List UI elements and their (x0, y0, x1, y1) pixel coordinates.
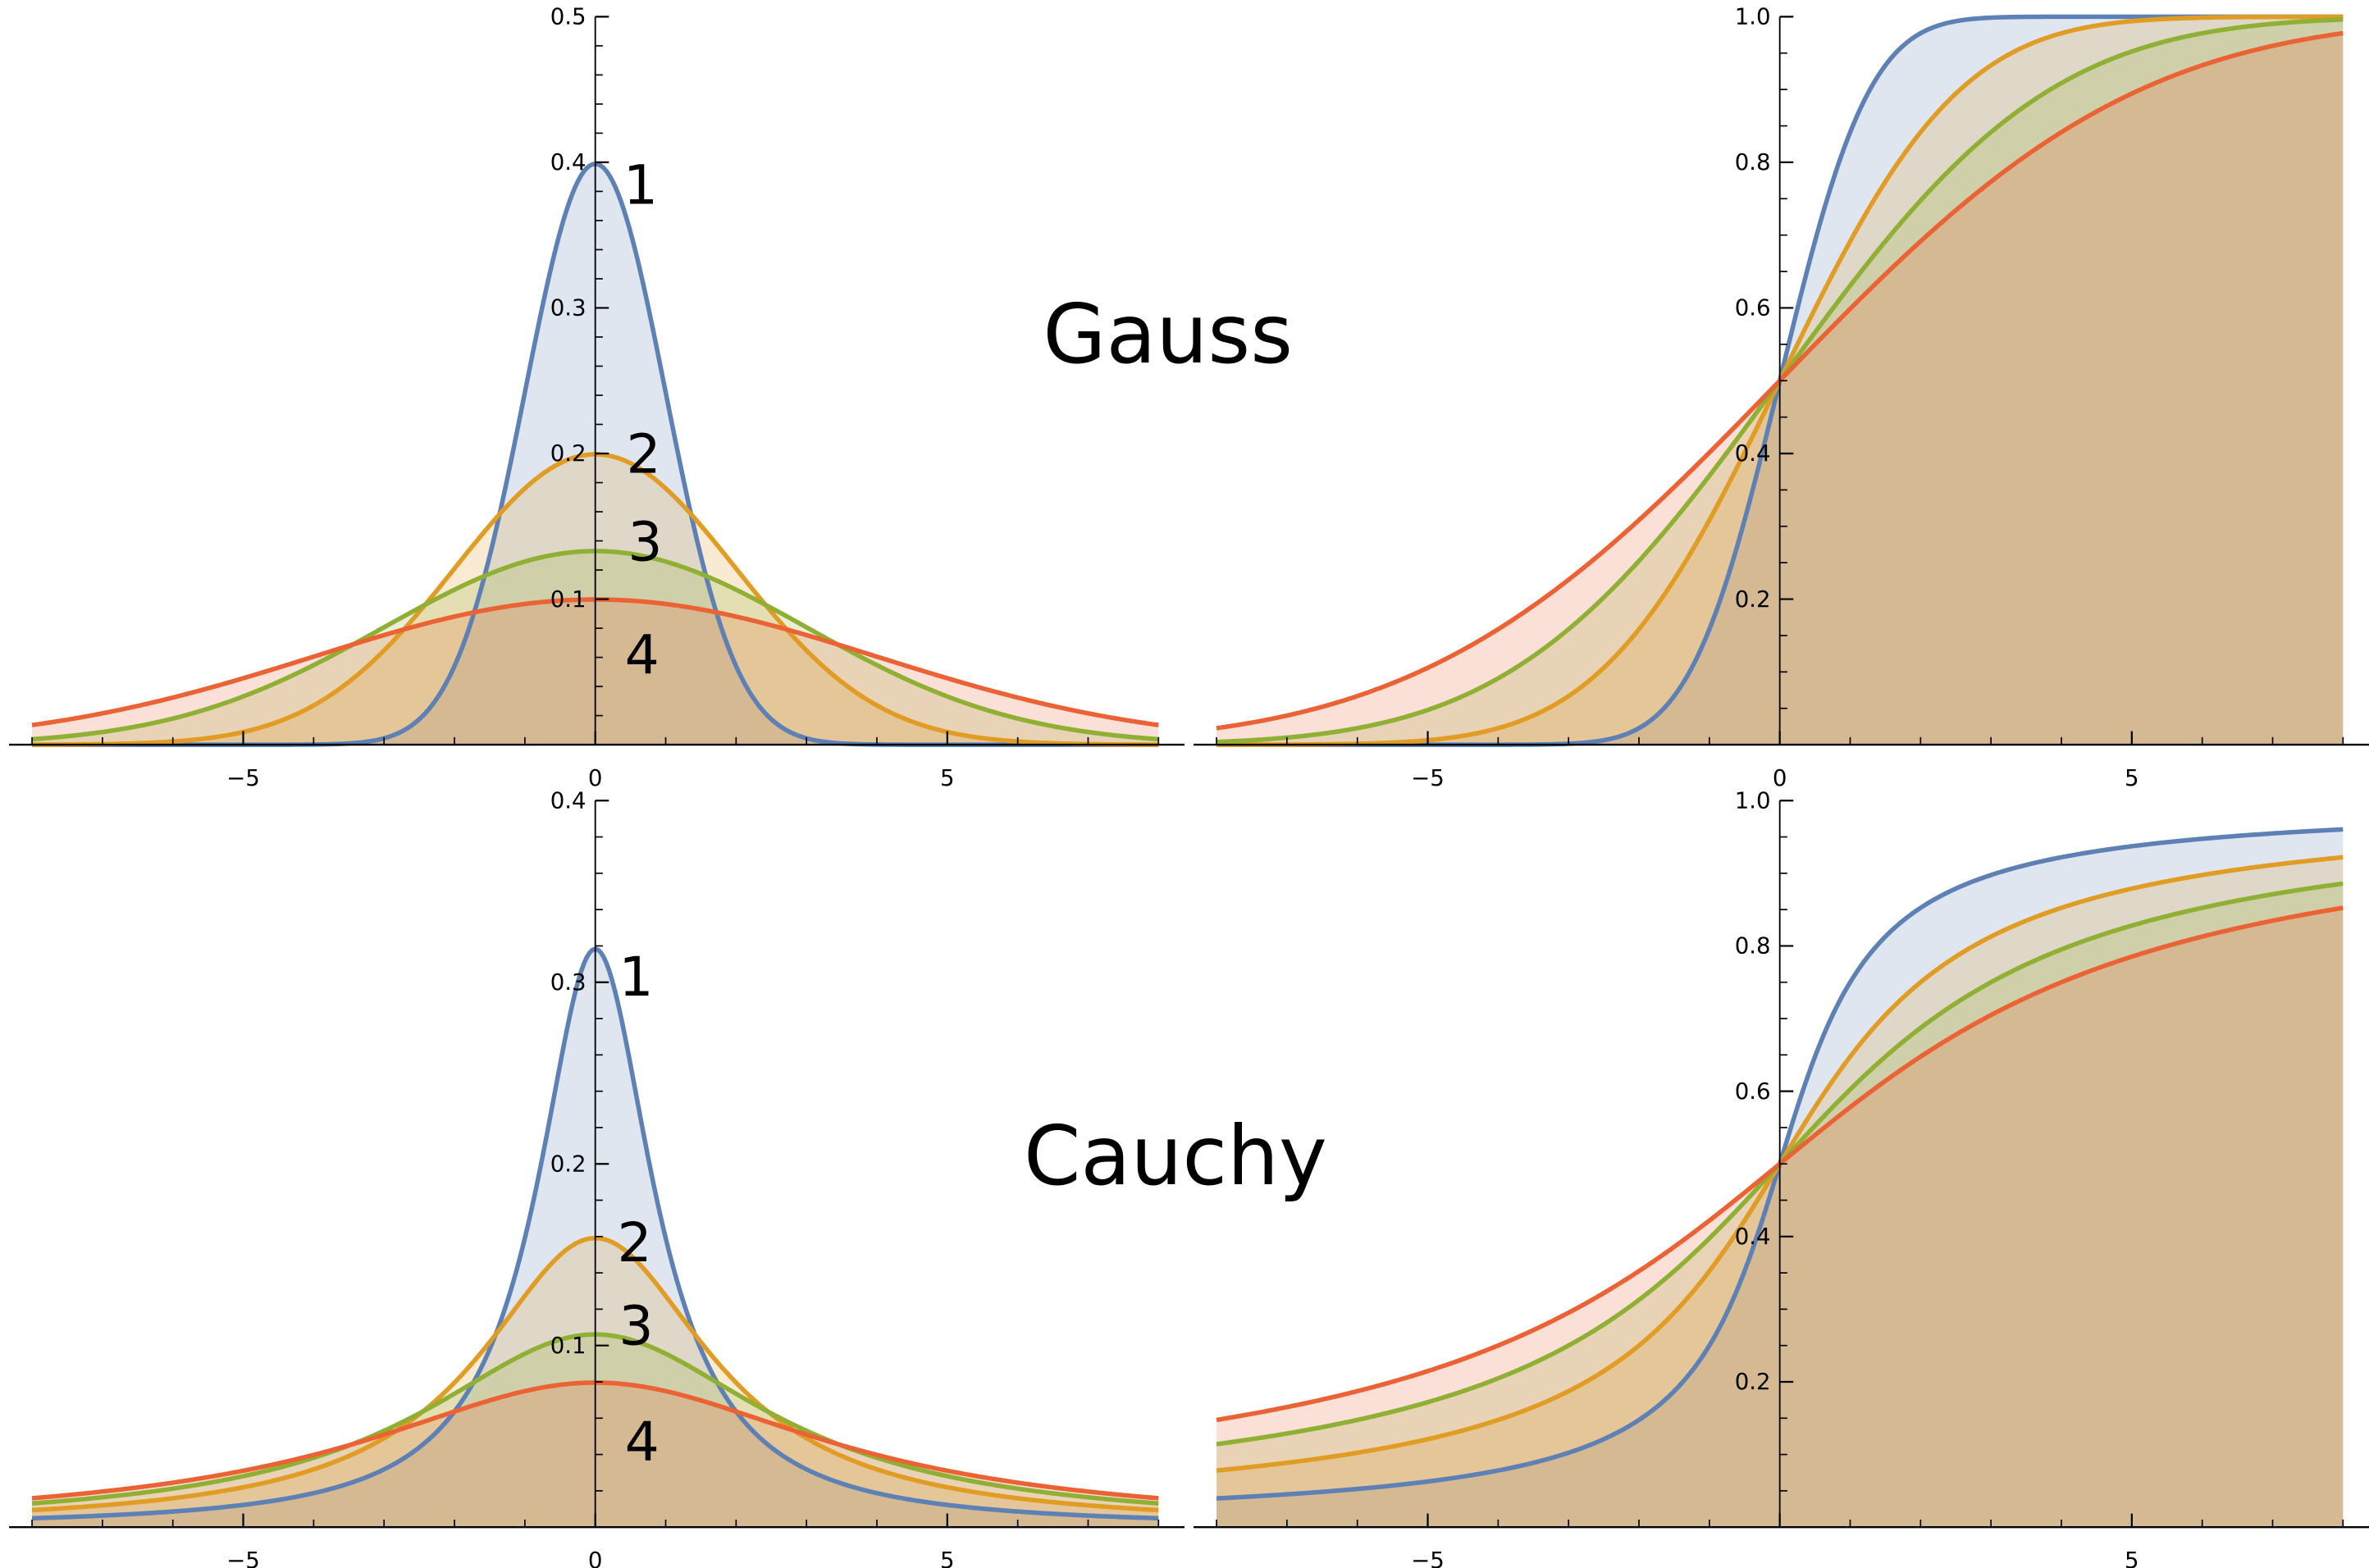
axes: −5 0 5 0.1 0.2 0.3 0.4 0.5 (9, 3, 1184, 791)
y-tick-label: 0.2 (550, 1150, 587, 1177)
y-tick-label: 0.2 (1735, 586, 1771, 613)
y-tick-label: 0.1 (550, 586, 587, 613)
x-tick-label: 0 (588, 764, 603, 791)
gauss-cdf-plot: −5 0 5 0.2 0.4 0.6 0.8 1.0 (1194, 3, 2369, 791)
curve-label-2: 2 (617, 1210, 651, 1274)
curve-label-1: 1 (623, 153, 658, 217)
curve-label-2: 2 (627, 422, 661, 486)
y-tick-label: 1.0 (1735, 786, 1771, 814)
y-tick-label: 0.2 (550, 440, 587, 467)
x-tick-label: 5 (940, 1547, 955, 1568)
x-tick-label: 5 (2125, 764, 2139, 791)
x-tick-label: −5 (1411, 764, 1445, 791)
y-tick-label: 0.5 (550, 3, 587, 30)
y-tick-label: 0.6 (1735, 294, 1771, 321)
y-tick-label: 0.4 (1735, 440, 1771, 467)
x-tick-label: 5 (2125, 1547, 2139, 1568)
axes: −5 5 0.2 0.4 0.6 0.8 1.0 (1194, 786, 2369, 1568)
y-tick-label: 0.8 (1735, 932, 1771, 959)
x-tick-label: −5 (226, 764, 260, 791)
axes: −5 0 5 0.2 0.4 0.6 0.8 1.0 (1194, 3, 2369, 791)
y-tick-label: 0.4 (550, 786, 587, 814)
y-tick-label: 0.6 (1735, 1078, 1771, 1105)
curve-label-4: 4 (625, 623, 660, 687)
y-tick-label: 0.2 (1735, 1368, 1771, 1395)
y-tick-label: 1.0 (1735, 3, 1771, 30)
y-tick-label: 0.4 (550, 148, 587, 175)
curve-label-3: 3 (628, 509, 662, 573)
cauchy-cdf-plot: −5 5 0.2 0.4 0.6 0.8 1.0 (1194, 786, 2369, 1568)
x-tick-label: −5 (226, 1547, 260, 1568)
x-tick-label: −5 (1411, 1547, 1445, 1568)
curve-label-3: 3 (618, 1293, 653, 1357)
y-tick-label: 0.3 (550, 294, 587, 321)
y-tick-label: 0.3 (550, 969, 587, 996)
gauss-pdf-plot: 1 2 3 4 −5 0 5 0.1 0.2 0.3 0.4 0.5 (9, 3, 1184, 791)
x-tick-label: 0 (1773, 764, 1787, 791)
curve-label-1: 1 (618, 945, 653, 1009)
x-tick-label: 5 (940, 764, 955, 791)
y-tick-label: 0.4 (1735, 1223, 1771, 1250)
y-tick-label: 0.8 (1735, 148, 1771, 175)
curve-label-4: 4 (625, 1410, 660, 1474)
y-tick-label: 0.1 (550, 1332, 587, 1359)
gauss-title: Gauss (1043, 288, 1293, 382)
axes: −5 0 5 0.1 0.2 0.3 0.4 (9, 786, 1184, 1568)
cauchy-pdf-plot: 1 2 3 4 −5 0 5 0.1 0.2 0.3 0.4 (9, 786, 1184, 1568)
x-tick-label: 0 (588, 1547, 603, 1568)
cauchy-title: Cauchy (1024, 1110, 1327, 1204)
